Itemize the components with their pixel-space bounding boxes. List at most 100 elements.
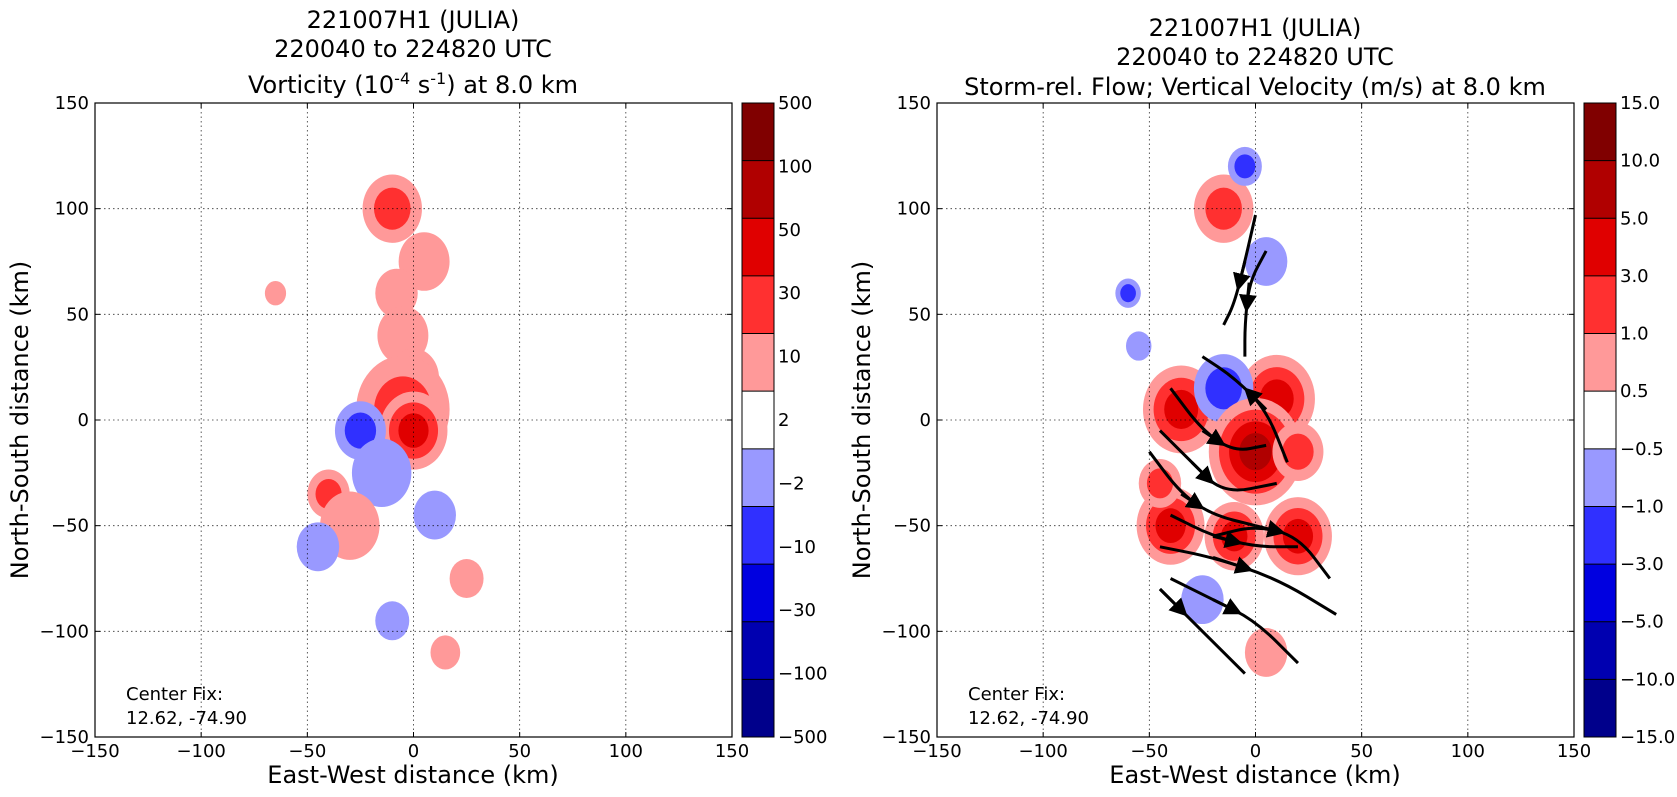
field-contour bbox=[1155, 508, 1186, 544]
colorbar-tick-label: 15.0 bbox=[1620, 93, 1660, 114]
colorbar-tick-label: 50 bbox=[778, 220, 801, 241]
field-patch bbox=[1193, 174, 1254, 243]
colorbar-frame bbox=[741, 102, 775, 738]
y-tick-label: 100 bbox=[55, 199, 89, 220]
streamline-arrow bbox=[1233, 261, 1251, 292]
colorbar-segment bbox=[1584, 333, 1616, 392]
colorbar-tick-label: −100 bbox=[778, 664, 827, 685]
panel0-title-line1: 221007H1 (JULIA) bbox=[307, 6, 520, 34]
field-contour bbox=[1244, 628, 1288, 677]
field-contour bbox=[1239, 433, 1272, 471]
y-tick-label: −50 bbox=[51, 516, 89, 537]
y-tick-label: −100 bbox=[882, 621, 931, 642]
colorbar-tick-label: 30 bbox=[778, 283, 801, 304]
y-tick-label: 150 bbox=[897, 93, 931, 114]
colorbar-segment bbox=[742, 275, 774, 334]
colorbar-tick-label: 10.0 bbox=[1620, 151, 1660, 172]
colorbar-tick-label: 500 bbox=[778, 93, 812, 114]
colorbar-segment bbox=[1584, 564, 1616, 622]
field-contour bbox=[264, 280, 287, 306]
panel1-title-line2: 220040 to 224820 UTC bbox=[1116, 43, 1394, 71]
colorbar-segment bbox=[742, 448, 774, 507]
field-contour bbox=[449, 558, 484, 599]
colorbar-tick-label: 100 bbox=[778, 156, 812, 177]
y-tick-label: −50 bbox=[893, 516, 931, 537]
field-patch bbox=[375, 268, 418, 318]
panel0-title-line3: Vorticity (10-4 s-1) at 8.0 km bbox=[248, 69, 578, 99]
panel0-title-mid: s bbox=[410, 71, 430, 99]
vorticity-panel: 221007H1 (JULIA) 220040 to 224820 UTC Vo… bbox=[6, 6, 827, 789]
panel1-title-line3: Storm-rel. Flow; Vertical Velocity (m/s)… bbox=[964, 73, 1546, 101]
field-patch bbox=[1272, 422, 1324, 482]
field-contour bbox=[1120, 284, 1136, 303]
panel0-ticks: −150 −100 −50 0 50 100 150 −150 −100 −50 0 50 100 150 bbox=[40, 93, 750, 762]
field-contour bbox=[1282, 518, 1314, 554]
streamline-arrow bbox=[1158, 588, 1188, 617]
y-tick-label: 0 bbox=[78, 410, 89, 431]
colorbar-tick-label: 1.0 bbox=[1620, 324, 1649, 345]
streamline bbox=[1201, 355, 1289, 463]
y-tick-label: −150 bbox=[882, 727, 931, 748]
colorbar-segment bbox=[742, 218, 774, 276]
streamline-arrow bbox=[1212, 555, 1254, 574]
panel0-title-post: ) at 8.0 km bbox=[446, 71, 578, 99]
panel0-title-line2: 220040 to 224820 UTC bbox=[274, 35, 552, 63]
colorbar-tick-label: −1.0 bbox=[1620, 496, 1664, 517]
panel0-annotation-line1: Center Fix: bbox=[126, 684, 223, 705]
field-patch bbox=[375, 601, 410, 641]
colorbar-segment bbox=[1584, 679, 1616, 737]
colorbar-tick-label: 5.0 bbox=[1620, 208, 1649, 229]
panel1-title-line1: 221007H1 (JULIA) bbox=[1149, 14, 1362, 42]
colorbar-segment bbox=[1584, 275, 1616, 334]
panel0-title-pre: Vorticity (10 bbox=[248, 71, 394, 99]
streamline bbox=[1148, 450, 1256, 528]
field-contour bbox=[375, 268, 418, 318]
vorticity-colorbar: −500 −100 −30 −10 −2 2 10 30 50 100 500 bbox=[741, 93, 827, 748]
field-patch bbox=[413, 490, 456, 540]
colorbar-segment bbox=[742, 621, 774, 680]
x-tick-label: 50 bbox=[1350, 741, 1373, 762]
x-tick-label: 0 bbox=[1250, 741, 1261, 762]
colorbar-segment bbox=[742, 333, 774, 392]
field-patch bbox=[1244, 628, 1288, 677]
x-tick-label: 150 bbox=[1557, 741, 1591, 762]
x-tick-label: 50 bbox=[508, 741, 531, 762]
field-patch bbox=[296, 522, 340, 572]
colorbar-tick-label: −5.0 bbox=[1620, 612, 1664, 633]
colorbar-tick-label: 2 bbox=[778, 410, 789, 431]
field-contour bbox=[1282, 433, 1314, 470]
storm-relative-streamlines bbox=[1148, 214, 1337, 675]
field-contour bbox=[1125, 331, 1152, 361]
panel0-title-exp2: -1 bbox=[430, 69, 446, 88]
colorbar-segment bbox=[1584, 506, 1616, 565]
streamline-arrow bbox=[1255, 520, 1286, 538]
field-contour bbox=[1234, 154, 1256, 179]
field-patch bbox=[1263, 497, 1332, 576]
colorbar-segment bbox=[742, 103, 774, 161]
colorbar-segment bbox=[742, 160, 774, 219]
field-contour bbox=[296, 522, 340, 572]
colorbar-tick-label: −2 bbox=[778, 473, 805, 494]
panel1-annotation-line2: 12.62, -74.90 bbox=[968, 708, 1089, 729]
x-tick-label: 100 bbox=[609, 741, 643, 762]
panel0-title-exp: -4 bbox=[394, 69, 410, 88]
x-tick-label: 100 bbox=[1451, 741, 1485, 762]
field-contour bbox=[1146, 468, 1174, 499]
streamline-arrow bbox=[1238, 282, 1257, 313]
panel0-ylabel: North-South distance (km) bbox=[6, 261, 34, 580]
colorbar-tick-label: −500 bbox=[778, 727, 827, 748]
colorbar-tick-label: 10 bbox=[778, 347, 801, 368]
colorbar-segment bbox=[742, 679, 774, 737]
y-tick-label: −150 bbox=[40, 727, 89, 748]
field-contour bbox=[375, 601, 410, 641]
field-patch bbox=[449, 558, 484, 599]
x-tick-label: 0 bbox=[408, 741, 419, 762]
panel0-annotation-line2: 12.62, -74.90 bbox=[126, 708, 247, 729]
streamline-arrow bbox=[1243, 387, 1268, 411]
colorbar-tick-label: −30 bbox=[778, 600, 816, 621]
colorbar-segment bbox=[1584, 448, 1616, 507]
colorbar-segment bbox=[1584, 391, 1616, 449]
streamline-arrow bbox=[1212, 598, 1243, 615]
colorbar-segment bbox=[1584, 103, 1616, 161]
x-tick-label: −150 bbox=[912, 741, 961, 762]
